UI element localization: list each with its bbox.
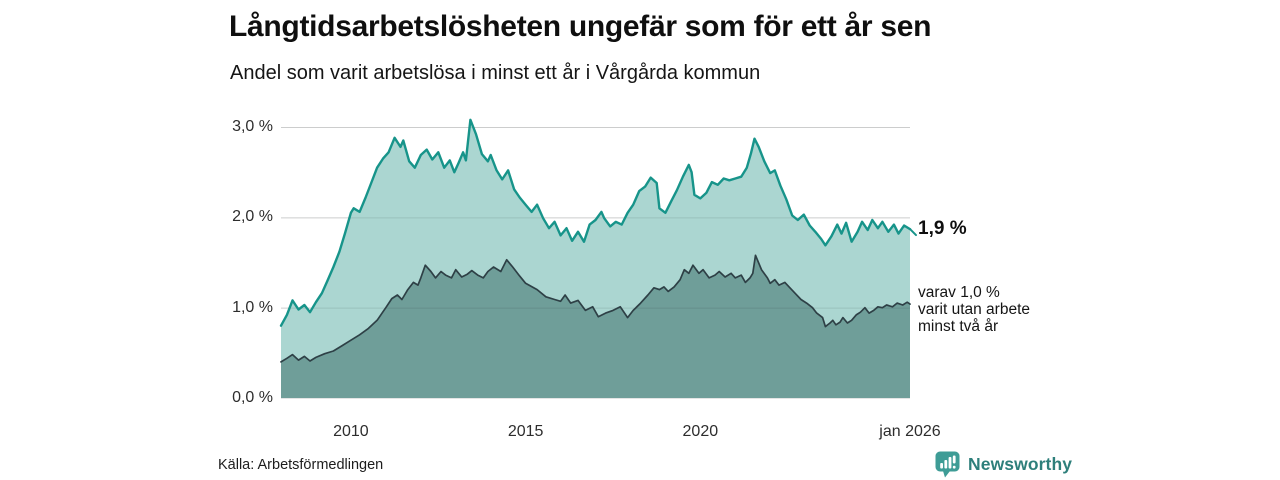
newsworthy-logo: Newsworthy xyxy=(934,450,1072,478)
annotation-line: varav 1,0 % xyxy=(918,284,1000,301)
series-2-line xyxy=(280,254,911,363)
page-title: Långtidsarbetslösheten ungefär som för e… xyxy=(229,10,932,43)
chart-subtitle: Andel som varit arbetslösa i minst ett å… xyxy=(230,62,761,84)
annotation-line: varit utan arbete xyxy=(918,301,1031,318)
series2-end-annotation: varav 1,0 % varit utan arbete minst två … xyxy=(918,284,1030,335)
series-1-line xyxy=(279,118,912,327)
newsworthy-wordmark: Newsworthy xyxy=(968,453,1073,474)
source-attribution: Källa: Arbetsförmedlingen xyxy=(218,457,384,473)
annotation-line: minst två år xyxy=(918,318,999,335)
series1-end-value-label: 1,9 % xyxy=(918,218,967,239)
newsworthy-chart-bubble-icon xyxy=(935,451,960,478)
series-2-area xyxy=(281,255,910,398)
end-label-connector xyxy=(909,228,917,237)
